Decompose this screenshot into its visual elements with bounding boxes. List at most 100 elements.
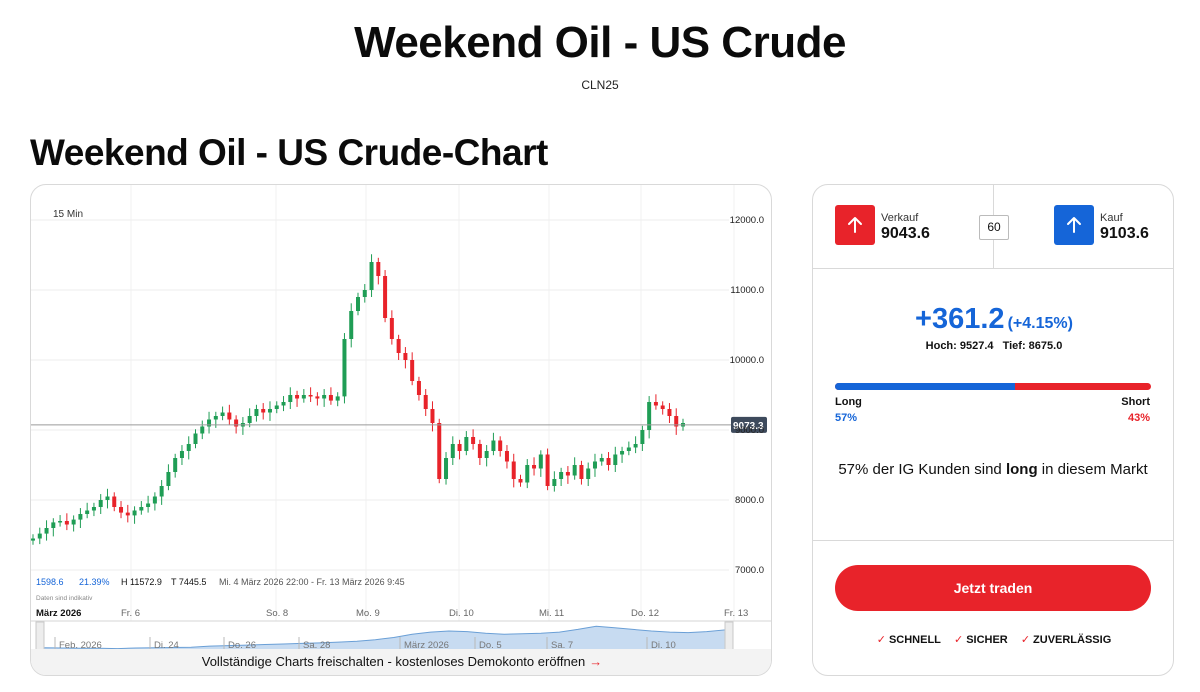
x-tick-label: Fr. 6 (121, 608, 140, 619)
navigator-label: Do. 5 (479, 640, 502, 651)
navigator-handle-right[interactable] (724, 621, 734, 651)
instrument-code: CLN25 (581, 78, 619, 92)
sentiment-bar (835, 383, 1151, 390)
navigator-label: Di. 10 (651, 640, 676, 651)
navigator-label: Feb. 2026 (59, 640, 102, 651)
candle-body (518, 479, 523, 483)
candle-body (349, 311, 354, 339)
navigator-labels: Feb. 2026 Di. 24 Do. 26 Sa. 28 März 2026 Do. … (54, 637, 676, 651)
candle-body (227, 412, 232, 420)
candle-body (179, 451, 184, 458)
feature-fast: ✓ SCHNELL (877, 633, 941, 646)
grid-lines (31, 185, 735, 621)
long-percent: 57% (835, 412, 858, 424)
candle-body (532, 465, 537, 469)
price-chart[interactable]: 9073.3 12000.0 11000.0 10000.0 9000.0 8000.0… (31, 185, 772, 651)
candle-body (410, 360, 415, 381)
candle-body (477, 444, 482, 458)
daily-change: +361.2 (+4.15%) (813, 303, 1173, 336)
candle-body (254, 409, 259, 416)
sentiment-long-fill (835, 383, 1016, 390)
y-tick-label: 11000.0 (730, 285, 764, 296)
x-tick-label: März 2026 (36, 608, 81, 619)
unlock-charts-link[interactable]: Vollständige Charts freischalten - koste… (31, 649, 771, 675)
x-tick-label: Mo. 9 (356, 608, 380, 619)
high-value: Hoch: 9527.4 (925, 340, 994, 352)
candle-body (132, 510, 137, 516)
candle-body (220, 412, 225, 416)
navigator-label: März 2026 (404, 640, 449, 651)
candle-body (586, 468, 591, 479)
y-tick-label: 8000.0 (735, 495, 764, 506)
candle-body (119, 507, 124, 513)
low-value: Tief: 8675.0 (1002, 340, 1063, 352)
candle-body (450, 444, 455, 458)
navigator-label: Di. 24 (154, 640, 179, 651)
candle-body (51, 522, 56, 528)
candle-body (620, 451, 625, 455)
x-tick-label: Mi. 11 (539, 608, 564, 619)
long-label: Long (835, 396, 862, 408)
change-absolute: +361.2 (915, 303, 1005, 335)
feature-secure: ✓ SICHER (954, 633, 1008, 646)
feature-label: SICHER (966, 634, 1008, 646)
x-tick-label: So. 8 (266, 608, 288, 619)
candle-body (186, 444, 191, 451)
y-tick-label: 12000.0 (730, 215, 764, 226)
y-tick-label: 7000.0 (735, 565, 764, 576)
candle-body (538, 454, 543, 469)
candle-body (247, 416, 252, 423)
short-percent: 43% (1127, 412, 1150, 424)
trade-panel: Verkauf 9043.6 60 Kauf 9103.6 +361.2 (+4.… (812, 184, 1174, 676)
candle-body (552, 479, 557, 486)
candle-body (444, 458, 449, 479)
candle-body (660, 405, 665, 409)
features: ✓ SCHNELL ✓ SICHER ✓ ZUVERLÄSSIG (813, 633, 1173, 646)
candle-body (376, 262, 381, 276)
trade-now-button[interactable]: Jetzt traden (835, 565, 1151, 611)
candle-body (498, 440, 503, 451)
sell-price: 9043.6 (881, 225, 930, 242)
check-icon: ✓ (1020, 634, 1031, 646)
navigator[interactable]: Feb. 2026 Di. 24 Do. 26 Sa. 28 März 2026 Do. … (31, 621, 772, 651)
candle-body (159, 486, 164, 497)
candle-body (633, 444, 638, 448)
candle-body (626, 447, 631, 451)
candle-body (511, 461, 516, 479)
sell-button[interactable] (835, 205, 875, 245)
stat-range: Mi. 4 März 2026 22:00 - Fr. 13 März 2026… (219, 577, 405, 587)
candle-body (362, 290, 367, 297)
candle-body (335, 396, 340, 401)
sentiment-text-post: in diesem Markt (1041, 461, 1148, 478)
navigator-handle-left[interactable] (35, 621, 45, 651)
sentiment-text-bold: long (1005, 461, 1038, 478)
candle-body (274, 405, 279, 409)
x-tick-label: Di. 10 (449, 608, 474, 619)
feature-label: ZUVERLÄSSIG (1033, 634, 1112, 646)
candle-body (173, 458, 178, 472)
arrow-right-icon: → (589, 654, 603, 669)
check-icon: ✓ (953, 634, 964, 646)
candle-body (545, 454, 550, 486)
candle-body (308, 395, 313, 397)
candle-body (559, 472, 564, 479)
buy-button[interactable] (1054, 205, 1094, 245)
interval-label[interactable]: 15 Min (53, 209, 83, 220)
y-axis: 12000.0 11000.0 10000.0 9000.0 8000.0 7000.0 (730, 215, 764, 576)
navigator-label: Sa. 7 (551, 640, 573, 651)
current-price-value: 9073.3 (733, 421, 764, 432)
y-tick-label: 10000.0 (730, 355, 764, 366)
candle-body (64, 521, 69, 525)
candles (31, 254, 685, 545)
candle-body (667, 409, 672, 416)
candle-body (267, 409, 272, 413)
candle-body (565, 472, 570, 476)
candle-body (193, 433, 198, 444)
candle-body (58, 521, 63, 523)
short-label: Short (1121, 396, 1150, 408)
candle-body (403, 353, 408, 360)
sell-label: Verkauf (881, 212, 919, 224)
candle-body (98, 500, 103, 507)
candle-body (423, 395, 428, 409)
arrow-up-icon (1067, 217, 1081, 233)
